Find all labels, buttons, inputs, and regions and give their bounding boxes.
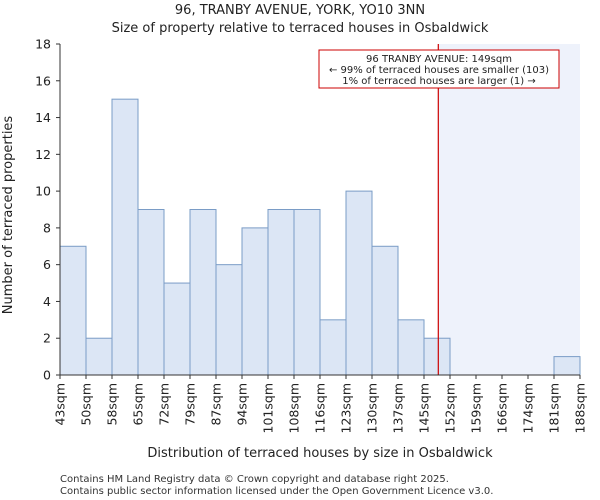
x-tick-label: 159sqm: [469, 383, 484, 433]
y-axis-label: Number of terraced properties: [1, 116, 16, 315]
x-tick-label: 145sqm: [417, 383, 432, 433]
bar-43sqm: [59, 245, 87, 376]
annotation-line-1: 96 TRANBY AVENUE: 149sqm: [366, 54, 512, 65]
bar-101sqm: [267, 209, 295, 376]
y-tick-label: 6: [43, 257, 51, 272]
bar-137sqm: [397, 319, 425, 376]
x-tick-label: 50sqm: [79, 383, 94, 426]
x-tick-label: 101sqm: [261, 383, 276, 433]
x-tick-label: 79sqm: [183, 383, 198, 426]
y-tick-label: 12: [35, 147, 51, 162]
y-tick-label: 16: [35, 73, 51, 88]
x-tick-label: 181sqm: [547, 383, 562, 433]
bar-79sqm: [189, 209, 217, 376]
bar-123sqm: [345, 190, 373, 376]
bar-181sqm: [553, 356, 581, 376]
bar-108sqm: [293, 209, 321, 376]
x-tick-label: 43sqm: [53, 383, 68, 426]
x-tick-label: 116sqm: [313, 383, 328, 433]
bar-65sqm: [137, 209, 165, 376]
footer-line-1: Contains HM Land Registry data © Crown c…: [60, 474, 449, 485]
bar-145sqm: [423, 337, 451, 376]
x-tick-label: 94sqm: [235, 383, 250, 426]
annotation-frame: [318, 49, 560, 89]
bar-130sqm: [371, 245, 399, 376]
annotation-line-2: ← 99% of terraced houses are smaller (10…: [329, 65, 549, 76]
x-tick-label: 72sqm: [157, 383, 172, 426]
x-tick-label: 87sqm: [209, 383, 224, 426]
annotation-line-3: 1% of terraced houses are larger (1) →: [342, 76, 536, 87]
y-tick-label: 18: [35, 37, 51, 52]
y-tick-label: 0: [43, 368, 51, 383]
bars-group: [59, 98, 581, 376]
x-tick-label: 123sqm: [339, 383, 354, 433]
bar-58sqm: [111, 98, 139, 376]
y-tick-label: 8: [43, 220, 51, 235]
y-tick-label: 10: [35, 184, 51, 199]
x-tick-label: 65sqm: [131, 383, 146, 426]
y-tick-label: 14: [35, 110, 51, 125]
y-ticks-group: 0 2 4 6 8 10 12 14 16 18: [35, 37, 60, 383]
y-tick-label: 2: [43, 331, 51, 346]
bar-50sqm: [85, 337, 113, 376]
x-tick-label: 166sqm: [495, 383, 510, 433]
x-tick-label: 137sqm: [391, 383, 406, 433]
x-tick-label: 108sqm: [287, 383, 302, 433]
x-tick-label: 58sqm: [105, 383, 120, 426]
x-axis-label: Distribution of terraced houses by size …: [147, 446, 493, 461]
annotation-box: 96 TRANBY AVENUE: 149sqm ← 99% of terrac…: [318, 49, 560, 89]
bar-72sqm: [163, 282, 191, 376]
larger-region-shade: [438, 44, 580, 375]
x-tick-label: 130sqm: [365, 383, 380, 433]
x-tick-label: 174sqm: [521, 383, 536, 433]
footer-line-2: Contains public sector information licen…: [60, 486, 493, 497]
chart-title: 96, TRANBY AVENUE, YORK, YO10 3NN: [175, 3, 425, 18]
bar-94sqm: [241, 227, 269, 376]
bar-116sqm: [319, 319, 347, 376]
x-ticks-group: 43sqm 50sqm 58sqm 65sqm 72sqm 79sqm 87sqm 94sqm…: [53, 375, 588, 433]
x-tick-label: 152sqm: [443, 383, 458, 433]
chart-subtitle: Size of property relative to terraced ho…: [112, 21, 489, 36]
bar-87sqm: [215, 264, 243, 376]
y-tick-label: 4: [43, 294, 51, 309]
x-tick-label: 188sqm: [573, 383, 588, 433]
